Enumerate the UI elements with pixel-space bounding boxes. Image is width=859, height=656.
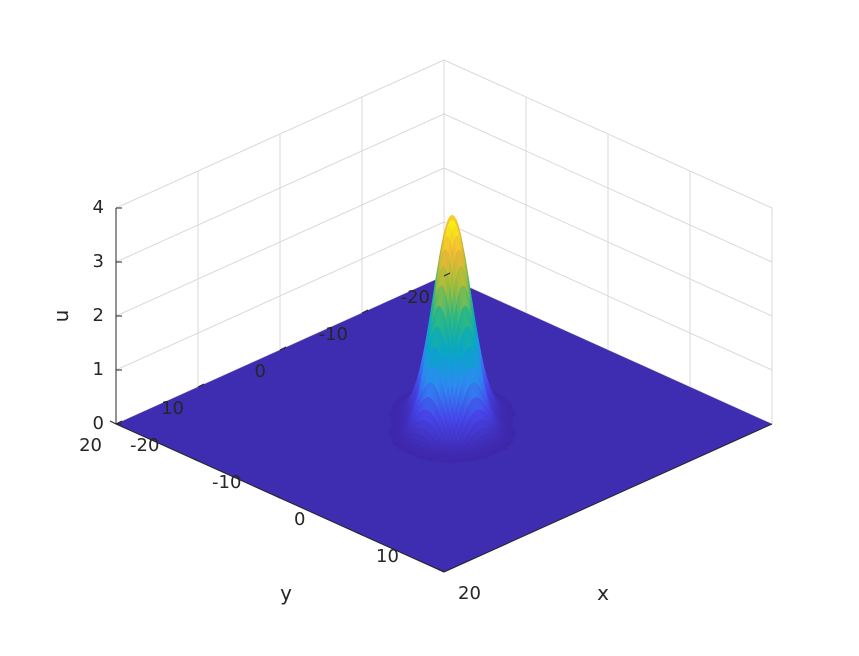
x-tick-label: 10 [376, 546, 399, 567]
z-tick-label: 0 [93, 413, 104, 434]
x-axis-line [443, 423, 773, 573]
x-axis-label: x [597, 581, 609, 605]
surface-patch [451, 460, 457, 464]
z-axis-label: u [49, 310, 73, 323]
x-tick [355, 531, 363, 536]
z-tick-label: 2 [93, 305, 104, 326]
x-tick [437, 568, 445, 573]
y-tick-label: -20 [401, 287, 430, 308]
surface-patch [455, 460, 461, 464]
y-tick-label: -10 [319, 324, 348, 345]
x-tick-label: -10 [212, 472, 241, 493]
surface-patch [466, 459, 471, 463]
surface-patch [443, 460, 449, 464]
y-tick-label: 0 [255, 361, 266, 382]
surface-patch [462, 459, 467, 463]
surface-patch [447, 460, 453, 464]
x-tick [273, 494, 281, 499]
y-tick [443, 272, 451, 277]
y-axis-label: y [280, 581, 292, 605]
y-tick [115, 420, 123, 425]
surface-patch [427, 458, 433, 462]
x-tick-label: 0 [294, 509, 305, 530]
tick-labels: 0 1 2 3 4 -20 -10 0 10 20 -20 -10 0 10 20 [79, 197, 481, 604]
surface-patch [472, 458, 478, 462]
z-tick-label: 3 [93, 251, 104, 272]
x-tick-label: 20 [458, 583, 481, 604]
surface-mesh [116, 214, 772, 572]
surface-patch [433, 459, 439, 463]
y-tick [279, 346, 287, 351]
surface-patch [437, 459, 443, 463]
z-tick-label: 1 [93, 359, 104, 380]
y-tick [361, 309, 369, 314]
y-tick-label: 10 [161, 398, 184, 419]
surface-patch [419, 456, 424, 460]
z-tick-label: 4 [93, 197, 104, 218]
x-tick [191, 457, 199, 462]
x-tick-label: -20 [130, 435, 159, 456]
x-tick [109, 420, 117, 425]
axes [109, 207, 773, 573]
y-tick [197, 383, 205, 388]
surface-patch [480, 456, 486, 460]
y-tick-label: 20 [79, 435, 102, 456]
